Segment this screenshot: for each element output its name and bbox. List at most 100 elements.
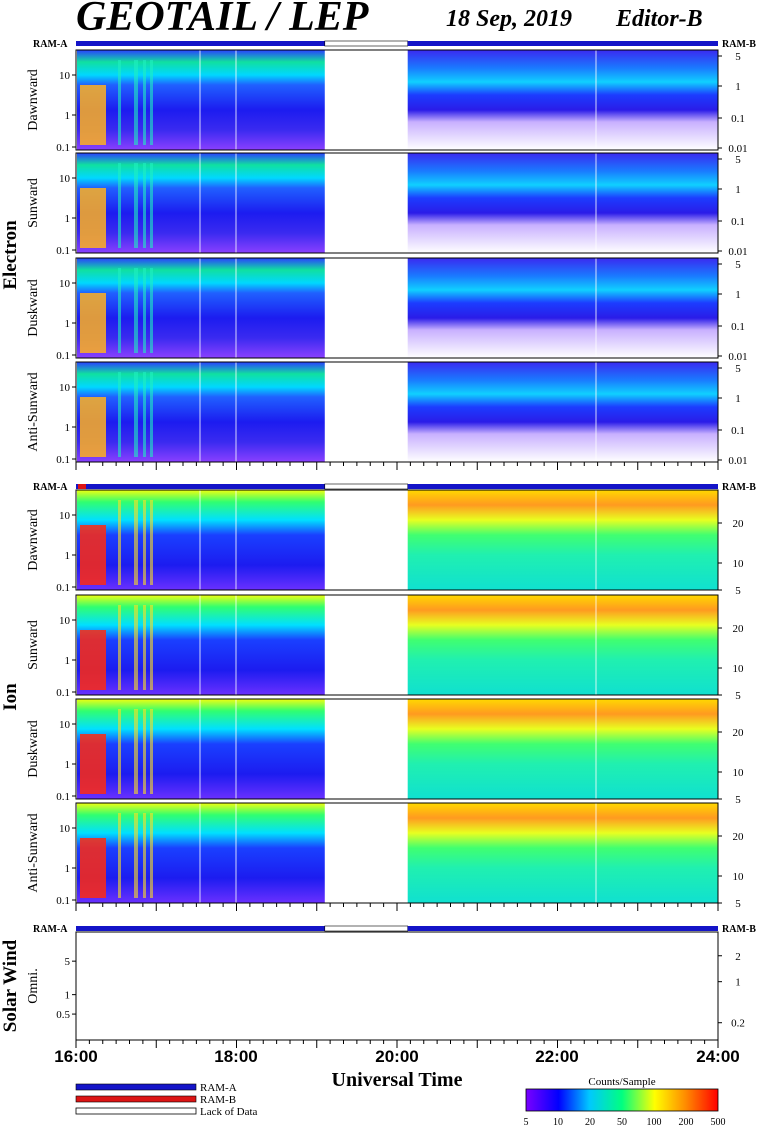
left-tick-label: 5	[65, 956, 71, 968]
figure-date: 18 Sep, 2019	[446, 6, 572, 32]
right-tick-label: 20	[733, 623, 745, 635]
early-streak	[150, 709, 153, 794]
colorbar-tick-label: 5	[524, 1117, 529, 1128]
left-tick-label: 10	[59, 823, 71, 835]
right-tick-label: 10	[733, 663, 745, 675]
legend-label-ram-b: RAM-B	[200, 1094, 236, 1106]
ram-bar-gap	[324, 483, 408, 490]
colorbar-tick-label: 100	[647, 1117, 662, 1128]
colorbar-gradient	[525, 1088, 719, 1112]
early-streak	[143, 813, 146, 898]
right-tick-label: 20	[733, 831, 745, 843]
early-streak	[143, 372, 146, 457]
spectrogram-segment	[407, 153, 718, 253]
ram-bar-segment	[76, 41, 325, 46]
early-streak	[80, 734, 106, 794]
left-tick-label: 0.1	[56, 142, 70, 154]
ram-b-label: RAM-B	[722, 924, 756, 935]
legend-swatch-ram-a	[75, 1083, 197, 1091]
panel-label: Anti-Sunward	[26, 372, 41, 451]
right-tick-label: 1	[735, 977, 741, 989]
x-axis-label: Universal Time	[332, 1069, 463, 1091]
early-streak	[80, 397, 106, 457]
early-streak	[150, 372, 153, 457]
colorbar-tick-label: 20	[585, 1117, 595, 1128]
early-streak	[118, 163, 121, 248]
early-streak	[150, 605, 153, 690]
right-tick-label: 5	[735, 154, 741, 166]
panel-frame	[75, 931, 719, 1041]
early-streak	[80, 188, 106, 248]
early-streak	[143, 500, 146, 585]
spectrogram-segment	[407, 699, 718, 799]
early-streak	[80, 838, 106, 898]
left-tick-label: 0.1	[56, 454, 70, 466]
early-streak	[143, 60, 146, 145]
early-streak	[134, 500, 138, 585]
ram-legend: RAM-A RAM-B Lack of Data	[75, 1082, 258, 1118]
colorbar-tick-label: 50	[617, 1117, 627, 1128]
legend-label-lack-of-data: Lack of Data	[200, 1106, 258, 1118]
ram-bar-segment	[407, 41, 718, 46]
early-streak	[118, 60, 121, 145]
figure-title: GEOTAIL / LEP	[76, 0, 369, 40]
left-tick-label: 1	[65, 655, 71, 667]
right-tick-label: 0.1	[731, 425, 745, 437]
right-tick-label: 0.01	[728, 143, 747, 155]
right-tick-label: 5	[735, 690, 741, 702]
early-streak	[150, 813, 153, 898]
legend-swatch-lack-of-data	[75, 1107, 197, 1115]
early-streak	[143, 709, 146, 794]
left-tick-label: 1	[65, 863, 71, 875]
left-tick-label: 0.1	[56, 582, 70, 594]
spectrogram-segment	[407, 258, 718, 358]
ram-bar-segment	[76, 926, 325, 931]
right-tick-label: 2	[735, 951, 741, 963]
x-tick-label: 16:00	[54, 1047, 97, 1066]
right-tick-label: 10	[733, 767, 745, 779]
left-tick-label: 10	[59, 510, 71, 522]
early-streak	[134, 709, 138, 794]
spectrogram-segment	[407, 803, 718, 903]
left-tick-label: 10	[59, 70, 71, 82]
panels-layer	[75, 40, 719, 1041]
legend-swatch-ram-b	[75, 1095, 197, 1103]
panel-label: Omni.	[26, 968, 41, 1003]
early-streak	[143, 163, 146, 248]
panel-label: Sunward	[26, 178, 41, 228]
panel-label: Sunward	[26, 620, 41, 670]
ram-a-label: RAM-A	[33, 39, 68, 50]
right-tick-label: 10	[733, 558, 745, 570]
left-tick-label: 10	[59, 278, 71, 290]
panel-label: Duskward	[26, 720, 41, 778]
x-tick-label: 20:00	[375, 1047, 418, 1066]
early-streak	[118, 268, 121, 353]
ram-bar-gap	[324, 925, 408, 932]
right-tick-label: 0.01	[728, 246, 747, 258]
left-tick-label: 0.5	[56, 1009, 70, 1021]
spectrogram-segment	[77, 699, 325, 799]
early-streak	[134, 268, 138, 353]
colorbar-tick-label: 500	[711, 1117, 726, 1128]
panel-label: Anti-Sunward	[26, 813, 41, 892]
early-streak	[118, 372, 121, 457]
x-tick-label: 22:00	[535, 1047, 578, 1066]
ram-b-label: RAM-B	[722, 39, 756, 50]
early-streak	[150, 500, 153, 585]
early-streak	[150, 60, 153, 145]
early-streak	[118, 500, 121, 585]
left-tick-label: 0.1	[56, 791, 70, 803]
right-tick-label: 0.2	[731, 1018, 745, 1030]
early-streak	[134, 163, 138, 248]
early-streak	[143, 605, 146, 690]
left-tick-label: 1	[65, 213, 71, 225]
ram-b-label: RAM-B	[722, 482, 756, 493]
x-tick-label: 24:00	[696, 1047, 739, 1066]
ram-bar-segment	[407, 926, 718, 931]
early-streak	[134, 372, 138, 457]
section-label: Electron	[0, 220, 21, 290]
right-tick-label: 5	[735, 898, 741, 910]
spectrogram-segment	[77, 803, 325, 903]
left-tick-label: 10	[59, 615, 71, 627]
early-streak	[118, 605, 121, 690]
